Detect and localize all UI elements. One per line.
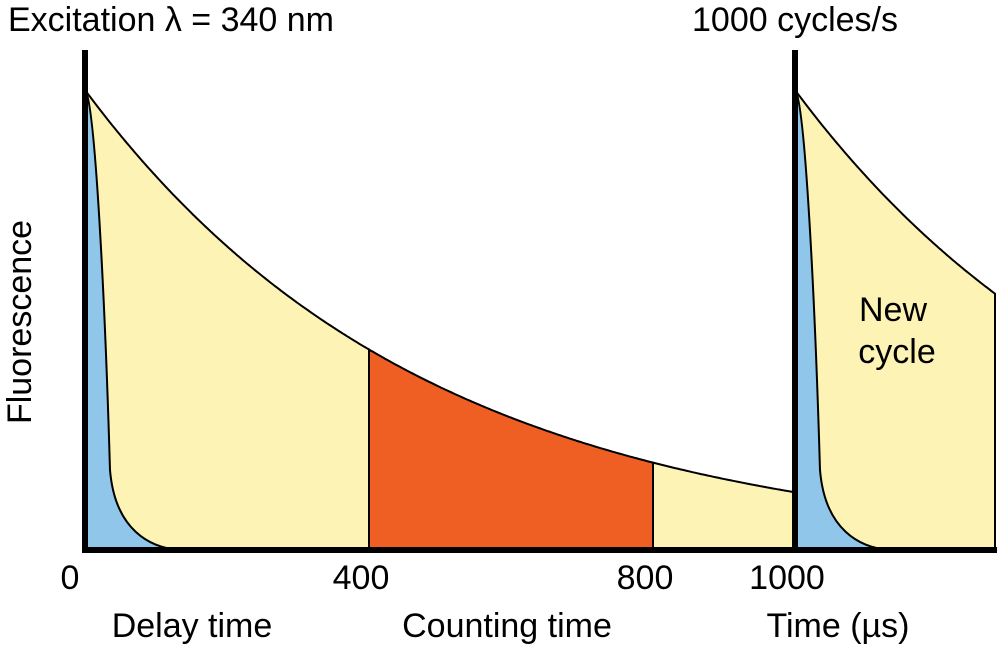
plot-shapes bbox=[82, 50, 997, 553]
x-tick-label: 0 bbox=[61, 559, 80, 597]
x-label: Time (µs) bbox=[767, 607, 910, 645]
x-tick-label: 400 bbox=[333, 559, 390, 597]
title-left: Excitation λ = 340 nm bbox=[8, 1, 334, 39]
new-cycle-area bbox=[794, 86, 996, 551]
tail-area bbox=[652, 461, 796, 551]
x-tick-label: 800 bbox=[617, 559, 674, 597]
counting-area bbox=[368, 347, 654, 551]
x-tick-label: 1000 bbox=[749, 559, 825, 597]
delay-area bbox=[84, 86, 370, 551]
fast-decay bbox=[84, 87, 181, 551]
y-label: Fluorescence bbox=[1, 220, 39, 424]
title-right: 1000 cycles/s bbox=[692, 1, 898, 39]
fast-decay bbox=[794, 87, 891, 551]
region-label: Delay time bbox=[112, 607, 273, 645]
annotation: New bbox=[859, 291, 927, 329]
region-label: Counting time bbox=[402, 607, 612, 645]
annotation: cycle bbox=[858, 333, 935, 371]
